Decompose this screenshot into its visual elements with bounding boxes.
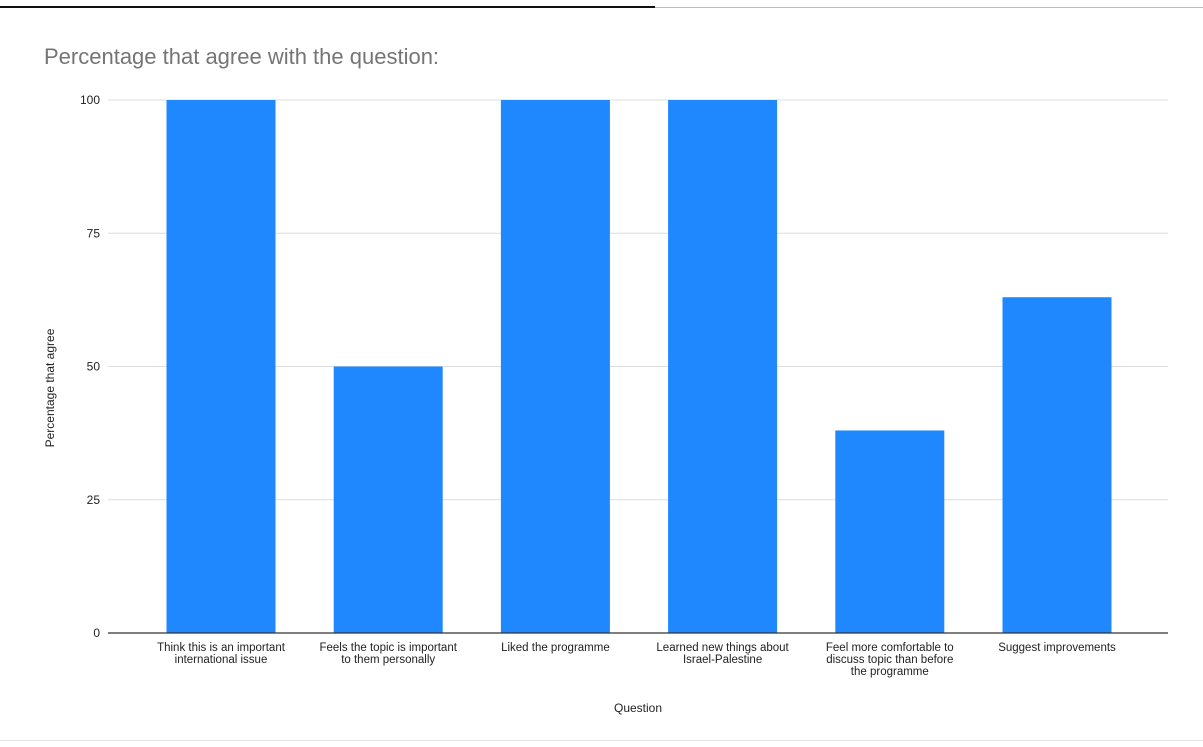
bar (835, 430, 945, 633)
x-category-label: to them personally (341, 654, 435, 666)
y-tick-label: 75 (87, 226, 101, 240)
x-category-label: Learned new things about (656, 642, 789, 654)
bar (333, 366, 443, 633)
x-category-label: Feels the topic is important (319, 642, 457, 654)
bars (166, 100, 1112, 633)
x-category-labels: Think this is an importantinternational … (157, 642, 1116, 678)
x-axis-title: Question (614, 701, 662, 715)
bar (166, 100, 276, 633)
x-category-label: Liked the programme (501, 642, 610, 654)
top-rule-dark (0, 6, 655, 8)
y-tick-label: 0 (93, 626, 100, 640)
top-rule-light (655, 7, 1203, 8)
y-axis-title: Percentage that agree (43, 328, 57, 447)
bar (1002, 297, 1112, 633)
x-category-label: Think this is an important (157, 642, 286, 654)
x-category-label: Suggest improvements (998, 642, 1116, 654)
y-tick-labels: 0 25 50 75 100 (80, 93, 100, 640)
bottom-rule (0, 740, 1203, 741)
bar (500, 100, 610, 633)
chart-title: Percentage that agree with the question: (44, 44, 439, 69)
x-category-label: discuss topic than before (826, 654, 953, 666)
x-category-label: the programme (851, 666, 929, 678)
x-category-label: Israel-Palestine (683, 654, 762, 666)
y-tick-label: 50 (87, 360, 101, 374)
x-category-label: international issue (175, 654, 268, 666)
bar (668, 100, 778, 633)
gridlines (108, 99, 1168, 501)
y-tick-label: 25 (87, 493, 101, 507)
x-category-label: Feel more comfortable to (826, 642, 954, 654)
y-tick-label: 100 (80, 93, 100, 107)
